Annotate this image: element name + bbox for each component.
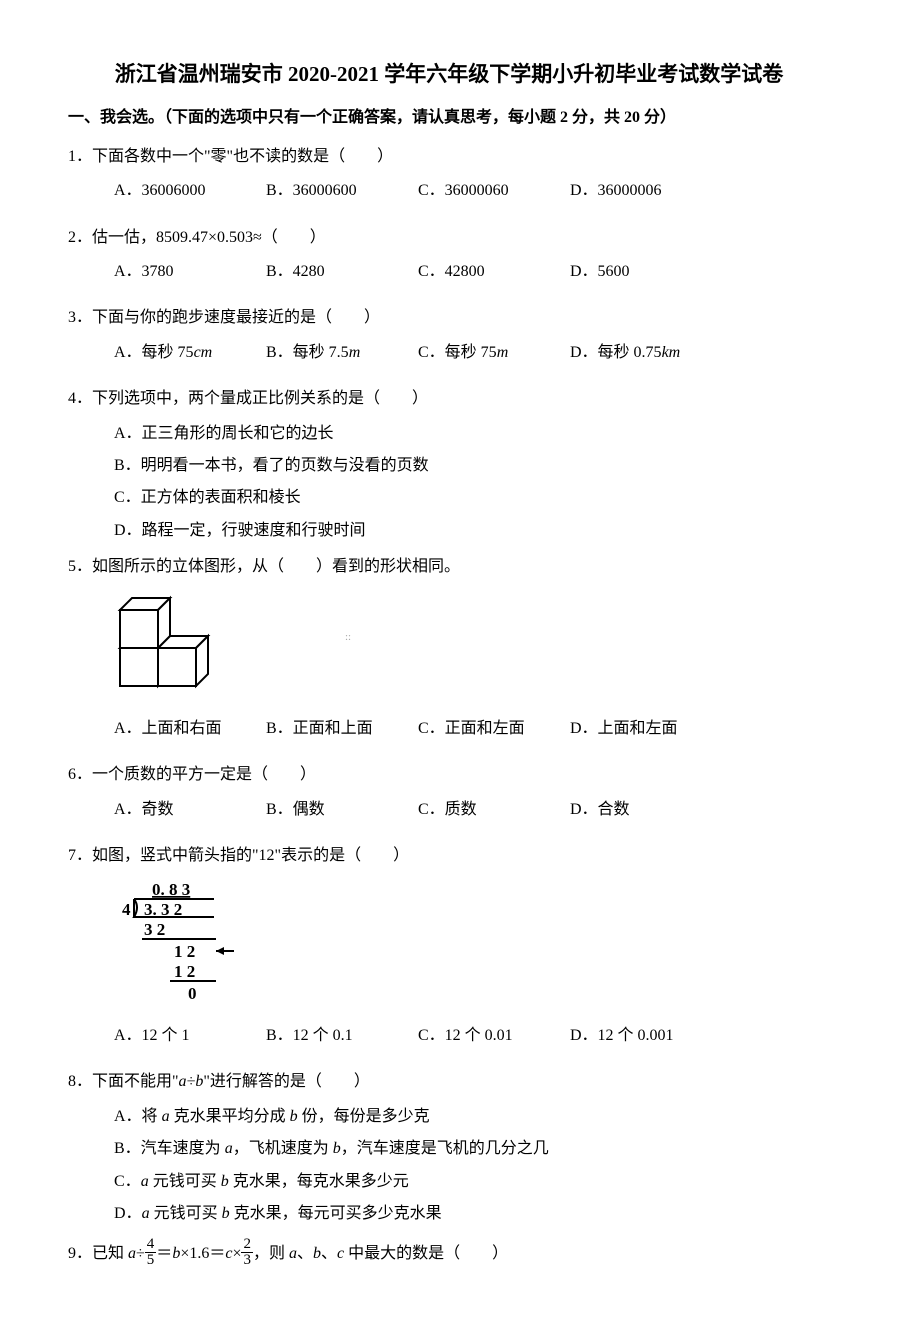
q2-opt-c: C．42800	[418, 261, 566, 283]
q7-opt-c: C．12 个 0.01	[418, 1025, 566, 1047]
cube-svg	[114, 590, 244, 700]
q4-text: 4．下列选项中，两个量成正比例关系的是（ ）	[68, 388, 830, 410]
q9-text: 9．已知 a÷45＝b×1.6＝c×23，则 a、b、c 中最大的数是（ ）	[68, 1239, 830, 1270]
q5-opt-b: B．正面和上面	[266, 718, 414, 740]
question-6: 6．一个质数的平方一定是（ ） A．奇数 B．偶数 C．质数 D．合数	[68, 764, 830, 831]
question-4: 4．下列选项中，两个量成正比例关系的是（ ） A．正三角形的周长和它的边长 B．…	[68, 388, 830, 542]
q2-opt-d: D．5600	[570, 261, 718, 283]
q5-opt-d: D．上面和左面	[570, 718, 718, 740]
question-2: 2．估一估，8509.47×0.503≈（ ） A．3780 B．4280 C．…	[68, 227, 830, 294]
svg-text:4: 4	[122, 900, 131, 919]
q7-text: 7．如图，竖式中箭头指的"12"表示的是（ ）	[68, 845, 830, 867]
q6-opt-d: D．合数	[570, 799, 718, 821]
q7-opt-d: D．12 个 0.001	[570, 1025, 718, 1047]
q2-opt-b: B．4280	[266, 261, 414, 283]
q6-opt-a: A．奇数	[114, 799, 262, 821]
q6-text: 6．一个质数的平方一定是（ ）	[68, 764, 830, 786]
q4-opt-a: A．正三角形的周长和它的边长	[68, 423, 876, 445]
svg-text:0. 8 3: 0. 8 3	[152, 880, 190, 899]
svg-text:1 2: 1 2	[174, 962, 195, 981]
q3-opt-d: D．每秒 0.75km	[570, 342, 718, 364]
center-mark: ::	[345, 630, 351, 645]
q2-text: 2．估一估，8509.47×0.503≈（ ）	[68, 227, 830, 249]
question-8: 8．下面不能用"a÷b"进行解答的是（ ） A．将 a 克水果平均分成 b 份，…	[68, 1071, 830, 1225]
q3-opt-a: A．每秒 75cm	[114, 342, 262, 364]
q3-text: 3．下面与你的跑步速度最接近的是（ ）	[68, 307, 830, 329]
q4-opt-d: D．路程一定，行驶速度和行驶时间	[68, 520, 876, 542]
q8-opt-b: B．汽车速度为 a，飞机速度为 b，汽车速度是飞机的几分之几	[68, 1138, 876, 1160]
q6-opt-c: C．质数	[418, 799, 566, 821]
question-3: 3．下面与你的跑步速度最接近的是（ ） A．每秒 75cm B．每秒 7.5m …	[68, 307, 830, 374]
section-1-header: 一、我会选。（下面的选项中只有一个正确答案，请认真思考，每小题 2 分，共 20…	[68, 107, 830, 129]
q5-opt-c: C．正面和左面	[418, 718, 566, 740]
q2-opt-a: A．3780	[114, 261, 262, 283]
q8-opt-a: A．将 a 克水果平均分成 b 份，每份是多少克	[68, 1106, 876, 1128]
question-5: 5．如图所示的立体图形，从（ ）看到的形状相同。 :: A．上面和右面 B．正面…	[68, 556, 830, 750]
q8-opt-d: D．a 元钱可买 b 克水果，每元可买多少克水果	[68, 1203, 876, 1225]
q1-text: 1．下面各数中一个"零"也不读的数是（ ）	[68, 146, 830, 168]
q7-opt-a: A．12 个 1	[114, 1025, 262, 1047]
q4-opt-c: C．正方体的表面积和棱长	[68, 487, 876, 509]
exam-title: 浙江省温州瑞安市 2020-2021 学年六年级下学期小升初毕业考试数学试卷	[68, 60, 830, 89]
q5-opt-a: A．上面和右面	[114, 718, 262, 740]
svg-text:1 2: 1 2	[174, 942, 195, 961]
q3-opt-b: B．每秒 7.5m	[266, 342, 414, 364]
svg-text:3 2: 3 2	[144, 920, 165, 939]
q8-opt-c: C．a 元钱可买 b 克水果，每克水果多少元	[68, 1171, 876, 1193]
cube-figure: ::	[68, 590, 830, 707]
q3-opt-c: C．每秒 75m	[418, 342, 566, 364]
long-division-figure: 0. 8 3 4 3. 3 2 3 2 1 2 1 2 0	[68, 879, 830, 1015]
q4-opt-b: B．明明看一本书，看了的页数与没看的页数	[68, 455, 876, 477]
question-1: 1．下面各数中一个"零"也不读的数是（ ） A．36006000 B．36000…	[68, 146, 830, 213]
question-7: 7．如图，竖式中箭头指的"12"表示的是（ ） 0. 8 3 4 3. 3 2 …	[68, 845, 830, 1057]
q5-text: 5．如图所示的立体图形，从（ ）看到的形状相同。	[68, 556, 830, 578]
q1-opt-c: C．36000060	[418, 180, 566, 202]
q1-opt-a: A．36006000	[114, 180, 262, 202]
q7-opt-b: B．12 个 0.1	[266, 1025, 414, 1047]
q6-opt-b: B．偶数	[266, 799, 414, 821]
svg-text:0: 0	[188, 984, 197, 1003]
q1-opt-b: B．36000600	[266, 180, 414, 202]
q8-text: 8．下面不能用"a÷b"进行解答的是（ ）	[68, 1071, 830, 1093]
q1-opt-d: D．36000006	[570, 180, 718, 202]
svg-text:3. 3 2: 3. 3 2	[144, 900, 182, 919]
question-9: 9．已知 a÷45＝b×1.6＝c×23，则 a、b、c 中最大的数是（ ）	[68, 1239, 830, 1270]
